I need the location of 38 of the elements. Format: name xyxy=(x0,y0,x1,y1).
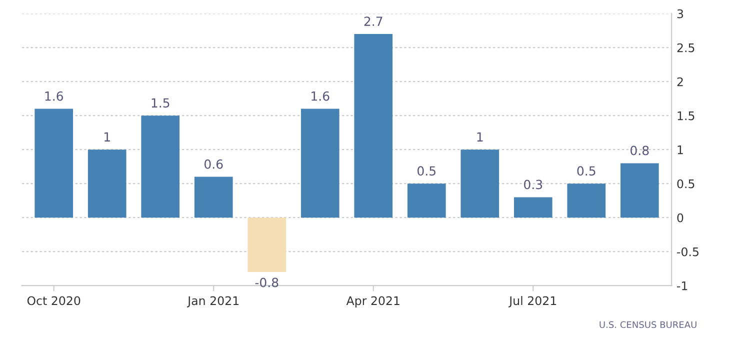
y-tick-label: 1.5 xyxy=(678,111,694,120)
data-label: 0.6 xyxy=(204,159,223,169)
data-label: 0.8 xyxy=(630,146,649,156)
bar xyxy=(567,184,606,218)
bar xyxy=(34,108,74,218)
data-label: 1.6 xyxy=(45,91,64,101)
bar xyxy=(460,150,500,218)
y-tick-label: 0 xyxy=(677,213,684,222)
y-tick-label: 0.5 xyxy=(677,179,694,188)
bar xyxy=(88,150,126,218)
x-tick-label: Jul 2021 xyxy=(508,296,556,308)
data-label: 0.5 xyxy=(418,166,436,176)
bar xyxy=(248,218,286,272)
data-label: 1.6 xyxy=(312,91,330,101)
data-label: 2.7 xyxy=(364,16,382,26)
y-tick-label: 3 xyxy=(677,9,684,18)
data-label: 1.5 xyxy=(152,98,170,108)
bar xyxy=(141,116,180,218)
data-label: -0.8 xyxy=(255,278,278,288)
bar xyxy=(354,34,393,218)
bar xyxy=(407,184,446,218)
y-tick-label: -0.5 xyxy=(677,247,698,256)
bar xyxy=(194,176,233,218)
y-tick-label: 2 xyxy=(677,77,683,86)
bar xyxy=(300,108,340,218)
data-label: 0.3 xyxy=(524,180,542,190)
y-tick-label: -1 xyxy=(677,281,688,290)
data-label: 0.5 xyxy=(577,166,596,176)
x-tick-label: Jan 2021 xyxy=(187,296,239,308)
y-tick-label: 1 xyxy=(678,145,683,154)
text: U.S. CENSUS BUREAU xyxy=(600,321,696,328)
x-tick-label: Oct 2020 xyxy=(27,296,80,306)
data-label: 1 xyxy=(477,132,483,142)
y-tick-label: 2.5 xyxy=(677,43,694,52)
bar xyxy=(620,163,659,218)
data-label: 1 xyxy=(104,132,110,142)
bar xyxy=(514,197,552,218)
x-tick-label: Apr 2021 xyxy=(346,296,400,308)
